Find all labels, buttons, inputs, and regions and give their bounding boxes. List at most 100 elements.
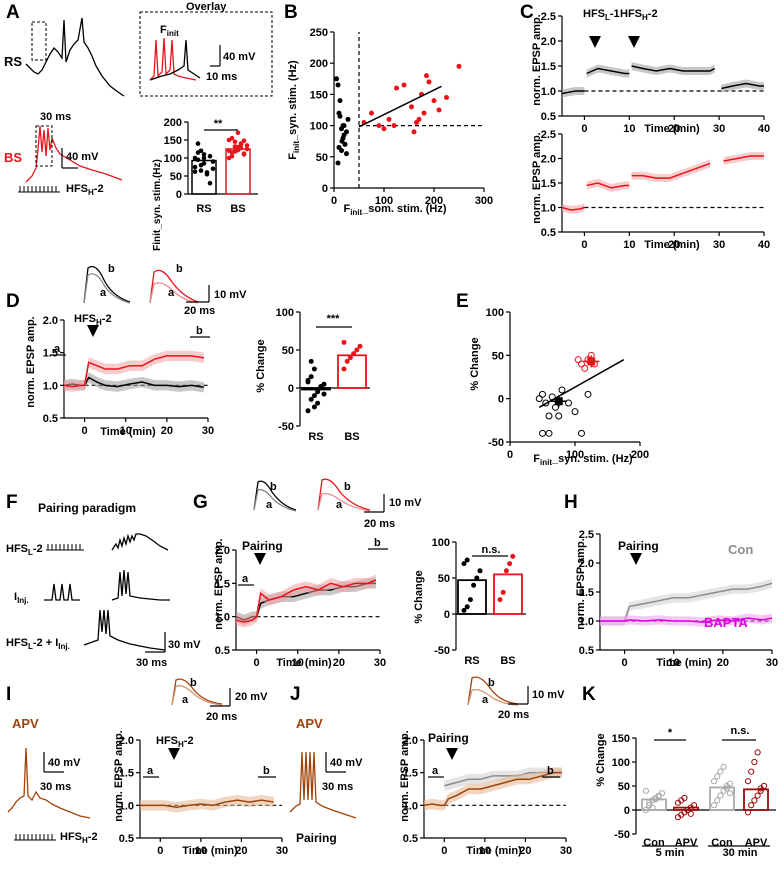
E-xtick-label: 0: [507, 449, 513, 461]
d-line-chart: 0.5 1.0 1.5 2.0 0 10 20 30: [43, 315, 214, 437]
C-top-xtick-label: 0: [581, 123, 587, 135]
B-xtick-label: 200: [425, 195, 443, 207]
C-bottom-bs-line: [586, 182, 630, 189]
G-bar-category: BS: [500, 655, 515, 667]
i-epoch-a-label: a: [147, 765, 154, 777]
i-scale2-v-label: 20 mV: [235, 691, 268, 703]
a-bar-point: [226, 137, 232, 143]
g-epoch-b-label: b: [374, 537, 381, 549]
d-scale-t-label: 20 ms: [184, 305, 215, 317]
a-bar-point: [201, 155, 207, 161]
overlay-scale-v-label: 40 mV: [223, 51, 256, 63]
e-xlabel: Finit_syn. stim. (Hz): [533, 453, 633, 467]
k-point: [684, 806, 691, 814]
G-bar-point: [507, 561, 513, 567]
f-row1-stim: [46, 544, 84, 551]
d-trace-bs-b: [149, 269, 199, 304]
k-point: [757, 787, 764, 794]
a-bar-point: [235, 130, 241, 136]
a-bar-point: [229, 150, 235, 155]
E-ytick-label: 50: [492, 350, 504, 362]
C-bottom-bs-line: [723, 155, 764, 162]
scale-v-label: 40 mV: [66, 151, 99, 163]
b-point-rs: [344, 151, 349, 157]
j-arrow-label: Pairing: [428, 731, 469, 745]
D-bar-point: [357, 343, 363, 349]
k-time1: 5 min: [656, 847, 685, 859]
D-bar-point: [341, 339, 347, 345]
D-line-xtick-label: 20: [161, 425, 173, 437]
e-point-bs: [574, 356, 582, 364]
C-bottom-bs-line: [561, 206, 585, 211]
a-bar-point: [204, 171, 210, 177]
B-xtick-label: 0: [331, 195, 337, 207]
b-fit-line: [358, 85, 442, 128]
g-scale-v-label: 10 mV: [389, 497, 422, 509]
G-bar-point: [471, 582, 477, 588]
b-point-rs: [339, 138, 345, 144]
J-line-ytick-label: 1.5: [403, 768, 418, 780]
panel-j-letter: J: [290, 684, 301, 705]
j-inset-trace-a: [467, 688, 519, 706]
B-ytick-label: 0: [322, 183, 328, 195]
D-bar-point: [308, 374, 314, 380]
i-inset-trace-a: [171, 685, 223, 706]
d-xlabel: Time (min): [100, 426, 156, 438]
k-point: [748, 802, 755, 809]
overlay-rs-trace: [149, 39, 201, 81]
C-bottom-xtick-label: 0: [581, 239, 587, 251]
G-bar-point: [467, 597, 473, 603]
C-top-rs-line: [586, 67, 630, 75]
i-scale-t-label: 30 ms: [40, 781, 71, 793]
j-arrow-icon: [446, 748, 458, 760]
I-line-xtick-label: 20: [235, 845, 247, 857]
D-bar-point: [305, 379, 311, 385]
bs-zoom-box: [35, 125, 53, 167]
G-bar-bar-bs: [493, 573, 523, 615]
a-bar-point: [198, 168, 204, 173]
B-ytick-label: 250: [310, 27, 328, 39]
a-bar-point: [195, 150, 201, 155]
i-inset-a: a: [182, 694, 189, 706]
panel-a-letter: A: [6, 2, 20, 23]
a-bar-point: [210, 166, 216, 172]
overlay-box: [139, 11, 273, 97]
b-point-bs: [431, 98, 437, 104]
i-inset-b: b: [190, 677, 197, 689]
J-line-ytick-label: 0.5: [403, 833, 418, 845]
a-bar-point: [241, 152, 247, 157]
a-bar-point: [210, 159, 216, 164]
i-inset-trace-b: [171, 678, 223, 706]
H-xtick-label: 0: [622, 657, 628, 669]
b-point-rs: [339, 148, 344, 154]
C-bottom-xtick-label: 30: [713, 239, 725, 251]
a-bar-point: [229, 153, 235, 159]
C-bottom-bs-sem-band: [586, 179, 630, 192]
C-top-rs-sem-band: [562, 87, 585, 98]
k-point: [687, 810, 694, 817]
d-trace-rs-a: [83, 273, 131, 304]
e-point-rs: [571, 408, 579, 416]
D-line-ytick-label: 0.5: [43, 413, 58, 425]
J-line-xtick-label: 0: [441, 845, 447, 857]
E-ytick-label: 100: [486, 307, 504, 319]
I-line-xtick-label: 10: [195, 845, 207, 857]
k-point: [726, 790, 734, 797]
d-ylabel: norm. EPSP amp.: [25, 316, 37, 408]
G-bar-point: [500, 589, 506, 595]
G-line-xtick-label: 30: [374, 657, 386, 669]
E-ytick-label: -50: [488, 437, 504, 449]
k-bar-3: [743, 788, 769, 811]
A-bar-ytick-label: 200: [164, 117, 182, 129]
k-point: [714, 773, 721, 780]
a-bar-point: [207, 153, 213, 159]
G-bar-ytick-label: 100: [432, 537, 450, 549]
J-line-xtick-label: 20: [519, 845, 531, 857]
D-bar-point: [321, 391, 327, 397]
G-bar-point: [474, 575, 480, 581]
k-time2: 30 min: [723, 847, 758, 859]
j-scale2-t-label: 20 ms: [498, 709, 529, 721]
e-mean-rs: [554, 397, 563, 406]
D-bar-point: [344, 358, 350, 364]
